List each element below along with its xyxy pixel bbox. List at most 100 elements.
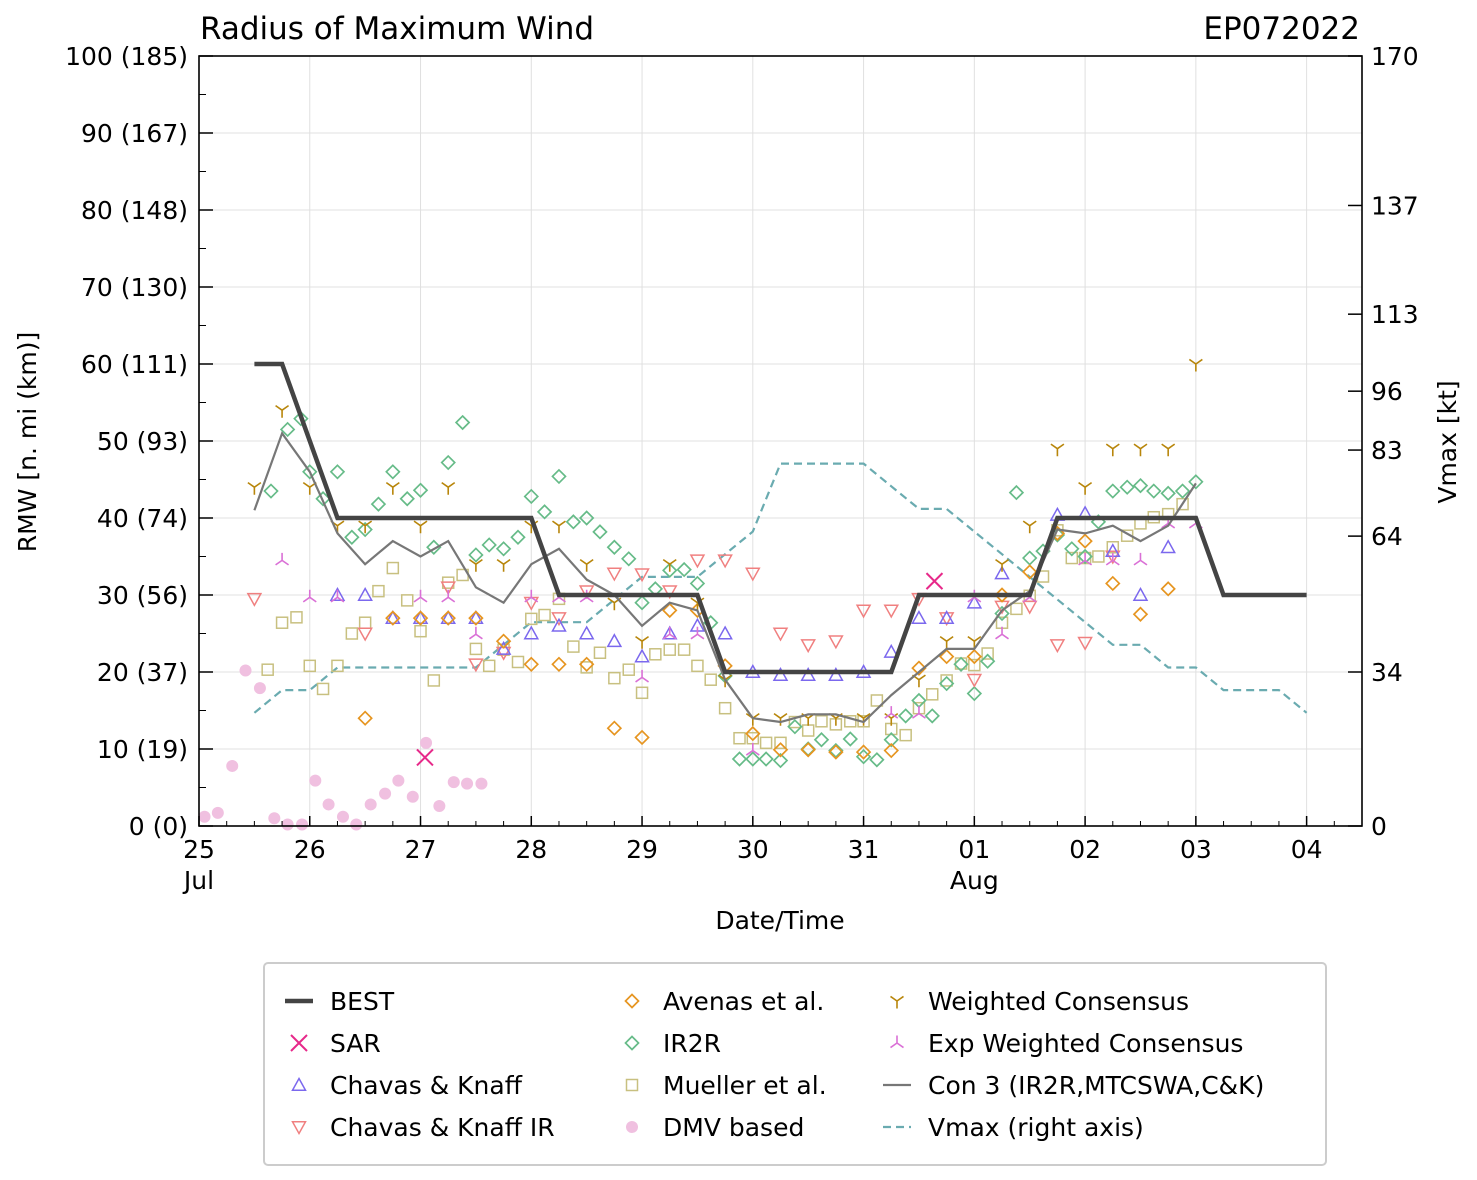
point-chavas-knaff-ir [606,567,623,582]
point-chavas-knaff [495,640,512,655]
point-weighted-consensus [939,635,954,649]
point-chavas-knaff-ir [1049,639,1066,654]
point-dmv-based [364,798,377,811]
point-exp-weighted-consensus [302,589,317,603]
point-avenas-et-al [772,742,789,758]
point-ir2r [293,410,309,427]
point-ir2r [1119,479,1135,495]
legend-swatch [291,1076,307,1091]
point-ir2r [842,731,858,747]
point-exp-weighted-consensus [1105,552,1120,566]
point-chavas-knaff [938,610,955,625]
point-weighted-consensus [468,558,483,572]
point-weighted-consensus [607,597,622,611]
point-mueller-et-al [691,659,704,673]
point-chavas-knaff-ir [551,612,567,627]
point-mueller-et-al [968,658,981,672]
point-avenas-et-al [634,729,650,746]
point-chavas-knaff-ir [468,658,484,673]
point-dmv-based [420,736,433,749]
point-avenas-et-al [1160,581,1176,597]
point-mueller-et-al [427,674,441,687]
point-mueller-et-al [844,715,857,728]
y-right-tick-label: 113 [1371,300,1419,329]
point-chavas-knaff [523,625,540,640]
point-mueller-et-al [608,671,621,685]
legend-label: IR2R [663,1029,721,1058]
point-ir2r [662,562,678,579]
legend-swatch [625,1078,639,1092]
point-weighted-consensus [496,558,511,572]
legend-item-best: BEST [285,987,395,1016]
legend-label: SAR [330,1029,381,1058]
legend-label: BEST [330,987,395,1016]
point-avenas-et-al [440,610,456,626]
legend: BEST SAR Chavas & Knaff Chavas & Knaff IR Av… [263,962,1327,1166]
x-tick-label: 02 [1069,835,1101,864]
point-ir2r [344,529,360,545]
point-chavas-knaff-ir [357,627,373,642]
point-chavas-knaff-ir [855,604,872,619]
y-tick-label: 90 (167) [81,119,188,148]
point-dmv-based [447,776,460,789]
point-ir2r [813,732,830,748]
point-chavas-knaff [357,586,373,601]
point-weighted-consensus [413,520,428,534]
point-ir2r [263,483,279,499]
point-dmv-based [433,799,446,812]
point-mueller-et-al [345,627,359,640]
point-mueller-et-al [593,646,607,659]
point-ir2r [578,510,595,526]
point-mueller-et-al [1010,602,1023,616]
point-dmv-based [392,774,405,787]
point-exp-weighted-consensus [330,589,345,603]
point-ir2r [1160,485,1176,502]
point-chavas-knaff [800,667,816,682]
point-ir2r [1132,477,1149,494]
legend-swatch [626,1121,638,1133]
point-mueller-et-al [899,728,912,742]
point-mueller-et-al [815,715,828,728]
point-mueller-et-al [400,594,414,607]
y-right-tick-label: 96 [1371,377,1403,406]
point-ir2r [495,541,512,557]
point-chavas-knaff [468,610,484,625]
legend-label: Vmax (right axis) [928,1113,1144,1142]
point-weighted-consensus [662,558,677,572]
point-avenas-et-al [468,610,484,626]
legend-item-weighted-consensus: Weighted Consensus [890,987,1189,1016]
legend-label: Chavas & Knaff [330,1071,523,1100]
point-mueller-et-al [316,682,330,696]
point-mueller-et-al [870,694,884,707]
point-ir2r [510,529,526,545]
point-chavas-knaff [551,617,567,632]
point-chavas-knaff [412,610,429,625]
point-dmv-based [322,798,335,811]
point-avenas-et-al [800,742,816,758]
point-weighted-consensus [552,520,566,534]
legend-label: Con 3 (IR2R,MTCSWA,C&K) [928,1071,1264,1100]
point-ir2r [828,742,844,759]
point-ir2r [1064,541,1080,557]
legend-item-sar: SAR [290,1029,381,1058]
point-ir2r [772,752,789,769]
point-ir2r [385,464,401,480]
point-ir2r [676,561,692,578]
legend-swatch [890,1035,904,1049]
line-best [254,361,1307,675]
point-dmv-based [309,774,322,787]
point-chavas-knaff-ir [440,581,456,596]
point-weighted-consensus [1050,443,1065,457]
storm-id: EP072022 [1203,11,1360,47]
point-mueller-et-al [635,686,649,700]
point-avenas-et-al [551,656,567,673]
point-weighted-consensus [1133,443,1148,457]
point-ir2r [634,594,650,611]
x-tick-label: 28 [515,835,547,864]
point-mueller-et-al [759,736,773,750]
point-mueller-et-al [580,661,593,674]
y-tick-label: 30 (56) [97,581,188,610]
point-chavas-knaff [883,643,900,658]
